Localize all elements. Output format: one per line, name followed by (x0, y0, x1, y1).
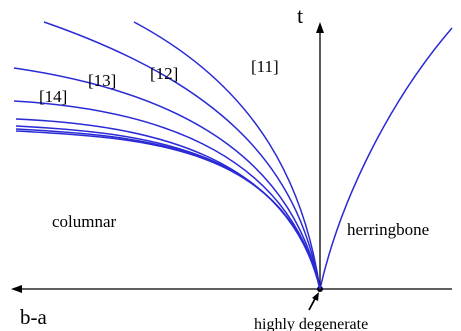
curve-6 (15, 125, 321, 290)
t-axis-label: t (297, 3, 303, 28)
reference-label-13: [13] (88, 71, 116, 90)
columnar-region-label: columnar (52, 212, 117, 231)
curve-11 (133, 21, 321, 290)
herringbone-region-label: herringbone (347, 220, 429, 239)
vertical-axis-arrowhead (316, 22, 324, 33)
reference-label-14: [14] (39, 87, 67, 106)
horizontal-axis-arrowhead (11, 285, 22, 293)
curve-13 (13, 67, 321, 290)
curve-8 (15, 130, 321, 290)
phase-boundary-curves (13, 21, 453, 290)
curve-12 (43, 21, 321, 290)
axes (11, 22, 452, 311)
degenerate-pointer-arrowhead (312, 292, 319, 301)
reference-label-11: [11] (251, 57, 279, 76)
ba-axis-label: b-a (20, 305, 47, 329)
degenerate-label: highly degenerate (254, 316, 368, 331)
reference-label-12: [12] (150, 64, 178, 83)
curve-herringbone-boundary (319, 27, 453, 290)
